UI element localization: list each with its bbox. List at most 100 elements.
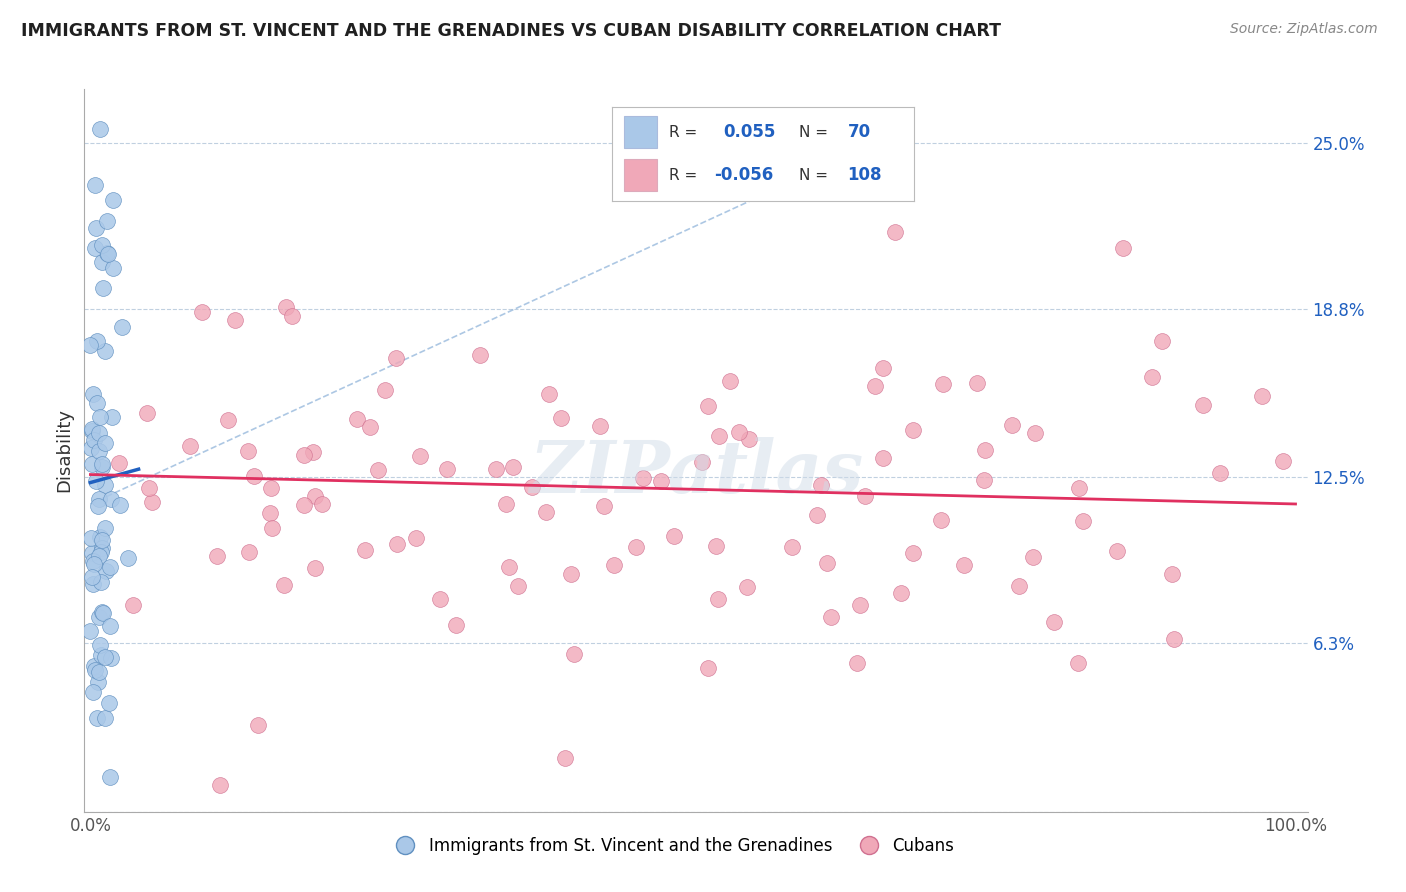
Point	[217, 413, 239, 427]
Point	[1024, 426, 1046, 441]
Point	[1022, 549, 1045, 564]
Point	[1105, 543, 1128, 558]
Point	[718, 374, 741, 388]
Point	[98, 560, 121, 574]
Point	[932, 377, 955, 392]
Point	[238, 545, 260, 559]
Point	[100, 409, 122, 424]
Point	[122, 598, 145, 612]
Point	[690, 455, 713, 469]
Point	[91, 458, 114, 472]
Point	[82, 424, 104, 438]
Point	[224, 313, 246, 327]
Point	[82, 685, 104, 699]
Text: -0.056: -0.056	[714, 167, 773, 185]
Point	[83, 659, 105, 673]
Point	[865, 379, 887, 393]
Point	[260, 482, 283, 496]
Point	[97, 247, 120, 261]
Point	[94, 521, 117, 535]
Point	[93, 711, 115, 725]
Point	[84, 178, 107, 192]
Point	[1008, 579, 1031, 593]
Point	[191, 305, 214, 319]
Point	[385, 351, 408, 366]
Point	[1152, 334, 1174, 348]
Text: Source: ZipAtlas.com: Source: ZipAtlas.com	[1230, 22, 1378, 37]
Point	[929, 513, 952, 527]
Point	[96, 564, 118, 578]
Point	[367, 463, 389, 477]
Text: 108: 108	[848, 167, 882, 185]
Point	[872, 360, 894, 375]
Point	[550, 411, 572, 425]
Point	[101, 261, 124, 276]
Text: R =: R =	[669, 125, 697, 140]
Point	[91, 541, 114, 556]
Point	[86, 710, 108, 724]
Point	[815, 557, 838, 571]
Point	[93, 477, 115, 491]
Point	[87, 549, 110, 563]
Point	[1071, 514, 1094, 528]
Point	[82, 577, 104, 591]
Point	[80, 441, 103, 455]
Point	[80, 422, 103, 436]
Point	[83, 557, 105, 571]
Y-axis label: Disability: Disability	[55, 409, 73, 492]
Point	[405, 531, 427, 545]
Point	[304, 560, 326, 574]
Point	[662, 529, 685, 543]
Point	[735, 581, 758, 595]
Point	[626, 540, 648, 554]
Point	[80, 457, 103, 471]
Point	[86, 474, 108, 488]
Point	[810, 478, 832, 492]
Point	[728, 425, 751, 439]
Point	[468, 348, 491, 362]
Point	[502, 459, 524, 474]
Point	[1142, 370, 1164, 384]
Point	[100, 651, 122, 665]
Point	[84, 663, 107, 677]
Point	[849, 598, 872, 612]
Point	[86, 334, 108, 348]
Point	[359, 420, 381, 434]
Point	[901, 546, 924, 560]
Point	[87, 491, 110, 506]
Point	[87, 425, 110, 440]
Point	[872, 451, 894, 466]
Point	[953, 558, 976, 573]
Point	[179, 440, 201, 454]
Text: ZIPatlas: ZIPatlas	[529, 437, 863, 508]
FancyBboxPatch shape	[624, 160, 657, 191]
Text: 70: 70	[848, 123, 870, 141]
Point	[292, 498, 315, 512]
Text: N =: N =	[799, 125, 828, 140]
Point	[80, 570, 103, 584]
Point	[588, 419, 610, 434]
Point	[117, 551, 139, 566]
Point	[90, 545, 112, 559]
Point	[108, 456, 131, 470]
Point	[91, 238, 114, 252]
Point	[100, 491, 122, 506]
Point	[883, 225, 905, 239]
Point	[707, 429, 730, 443]
Point	[536, 505, 558, 519]
Point	[538, 386, 561, 401]
Point	[353, 542, 375, 557]
Point	[485, 462, 508, 476]
Point	[973, 442, 995, 457]
Point	[1001, 418, 1024, 433]
Point	[506, 579, 529, 593]
Point	[91, 281, 114, 295]
Point	[704, 539, 727, 553]
Point	[274, 301, 297, 315]
Point	[260, 521, 283, 535]
Point	[1160, 567, 1182, 582]
Point	[1067, 656, 1090, 670]
Point	[346, 412, 368, 426]
Point	[94, 649, 117, 664]
Point	[98, 770, 121, 784]
